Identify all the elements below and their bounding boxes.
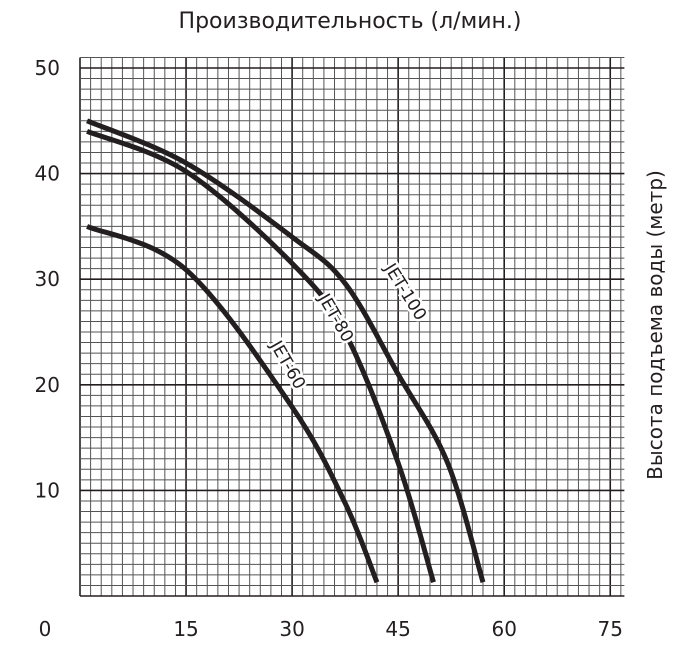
series-line-jet-60 xyxy=(86,224,380,584)
x-tick-label: 30 xyxy=(279,617,304,641)
y-tick-label: 40 xyxy=(35,162,60,186)
y-tick-label: 10 xyxy=(35,478,60,502)
series-line-jet-80 xyxy=(86,129,436,583)
series-label-jet-80: JET-80 xyxy=(313,290,357,346)
x-tick-label: 75 xyxy=(598,617,623,641)
y-axis-label: Высота подъема воды (метр) xyxy=(643,170,667,480)
y-tick-label: 30 xyxy=(35,267,60,291)
x-tick-label: 60 xyxy=(491,617,516,641)
y-tick-label: 20 xyxy=(35,373,60,397)
x-tick-label: 45 xyxy=(385,617,410,641)
chart-title: Производительность (л/мин.) xyxy=(179,9,522,34)
y-tick-label: 50 xyxy=(35,56,60,80)
x-tick-label: 15 xyxy=(173,617,198,641)
series-line-jet-100 xyxy=(86,118,486,583)
x-tick-label: 0 xyxy=(39,617,52,641)
